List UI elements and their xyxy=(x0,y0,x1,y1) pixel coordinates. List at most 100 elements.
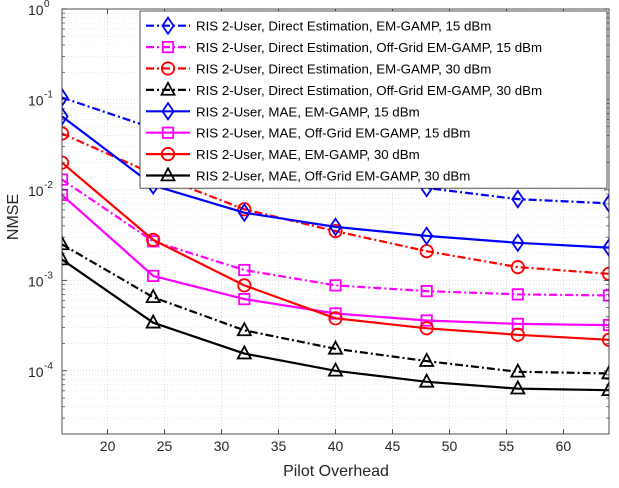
data-point xyxy=(419,321,434,336)
y-tick-label-base: 10 xyxy=(28,273,44,289)
data-point xyxy=(511,288,524,301)
data-point xyxy=(62,235,71,251)
x-tick-label: 25 xyxy=(157,438,173,454)
data-point xyxy=(327,361,344,377)
data-point xyxy=(420,226,434,246)
legend-label: RIS 2-User, Direct Estimation, EM-GAMP, … xyxy=(196,62,491,77)
legend-entry: RIS 2-User, MAE, Off-Grid EM-GAMP, 15 dB… xyxy=(146,126,470,141)
data-point xyxy=(238,293,251,306)
legend-entry: RIS 2-User, MAE, EM-GAMP, 30 dBm xyxy=(146,147,420,162)
data-point xyxy=(237,202,251,223)
y-tick-label-exp: -4 xyxy=(44,361,53,372)
data-point xyxy=(600,381,609,396)
y-tick-label: 10 -1 xyxy=(28,89,53,108)
data-point xyxy=(510,327,525,342)
data-point xyxy=(509,362,526,378)
y-tick-label-base: 10 xyxy=(28,2,44,18)
data-point xyxy=(600,364,609,380)
series-line xyxy=(62,161,609,341)
data-point xyxy=(601,332,609,347)
data-point xyxy=(328,224,343,239)
legend: RIS 2-User, Direct Estimation, EM-GAMP, … xyxy=(139,10,608,189)
x-tick-label: 35 xyxy=(271,438,287,454)
y-tick-label: 10 -2 xyxy=(28,180,53,199)
data-point xyxy=(329,279,342,292)
series-line xyxy=(62,178,609,297)
data-point xyxy=(602,193,609,214)
y-tick-label-base: 10 xyxy=(28,364,44,380)
y-tick-label: 10 -3 xyxy=(28,270,53,289)
legend-entry: RIS 2-User, MAE, EM-GAMP, 15 dBm xyxy=(146,101,420,122)
data-point xyxy=(420,285,433,298)
data-point xyxy=(510,260,525,275)
series-line xyxy=(62,243,609,375)
data-point xyxy=(511,189,525,209)
legend-entry: RIS 2-User, Direct Estimation, EM-GAMP, … xyxy=(146,61,491,77)
legend-marker xyxy=(160,147,176,162)
data-point xyxy=(602,237,609,258)
legend-label: RIS 2-User, MAE, EM-GAMP, 15 dBm xyxy=(196,104,420,119)
data-point xyxy=(328,217,343,237)
series-line xyxy=(62,258,609,392)
series-6 xyxy=(62,155,609,347)
series-line xyxy=(62,194,609,327)
legend-marker xyxy=(159,166,177,182)
legend-entry: RIS 2-User, Direct Estimation, EM-GAMP, … xyxy=(146,15,491,36)
legend-label: RIS 2-User, MAE, Off-Grid EM-GAMP, 30 dB… xyxy=(196,169,470,184)
y-axis-label: NMSE xyxy=(5,194,22,240)
y-tick-label-base: 10 xyxy=(28,183,44,199)
x-tick-label: 55 xyxy=(499,438,515,454)
data-point xyxy=(238,263,251,277)
data-point xyxy=(420,314,433,327)
data-point xyxy=(236,344,253,360)
data-point xyxy=(236,321,253,337)
data-point xyxy=(62,106,69,127)
series-3 xyxy=(62,235,609,380)
series-5 xyxy=(62,188,609,332)
data-point xyxy=(601,266,609,281)
legend-label: RIS 2-User, MAE, Off-Grid EM-GAMP, 15 dB… xyxy=(196,126,470,141)
legend-marker xyxy=(161,15,175,36)
legend-marker xyxy=(161,41,175,54)
data-point xyxy=(62,87,69,108)
y-tick-label-base: 10 xyxy=(28,92,44,108)
data-point xyxy=(418,352,435,367)
data-point xyxy=(146,232,161,247)
data-point xyxy=(327,339,344,355)
x-tick-label: 30 xyxy=(214,438,230,454)
data-point xyxy=(145,288,162,304)
y-tick-label: 10 0 xyxy=(28,0,50,18)
data-point xyxy=(62,188,69,202)
x-tick-label: 20 xyxy=(100,438,116,454)
legend-marker xyxy=(161,126,175,139)
y-tick-label-exp: -3 xyxy=(44,270,53,281)
x-tick-label: 50 xyxy=(442,438,458,454)
legend-label: RIS 2-User, Direct Estimation, Off-Grid … xyxy=(196,83,542,98)
x-axis-label: Pilot Overhead xyxy=(283,463,389,480)
data-point xyxy=(62,250,71,266)
data-point xyxy=(147,269,160,282)
data-point xyxy=(62,173,69,186)
legend-label: RIS 2-User, MAE, EM-GAMP, 30 dBm xyxy=(196,147,420,162)
series-7 xyxy=(62,250,609,396)
data-point xyxy=(509,379,526,395)
legend-marker xyxy=(161,101,175,122)
data-point xyxy=(237,278,252,293)
x-tick-label: 60 xyxy=(556,438,572,454)
data-point xyxy=(418,372,435,388)
data-point xyxy=(511,233,525,253)
legend-label: RIS 2-User, Direct Estimation, EM-GAMP, … xyxy=(196,19,491,34)
x-tick-label: 45 xyxy=(385,438,401,454)
legend-entry: RIS 2-User, Direct Estimation, Off-Grid … xyxy=(146,40,542,55)
legend-entry: RIS 2-User, Direct Estimation, Off-Grid … xyxy=(146,80,542,98)
legend-marker xyxy=(159,80,177,96)
legend-marker xyxy=(160,61,176,76)
y-tick-label-exp: -2 xyxy=(44,180,53,191)
legend-entry: RIS 2-User, MAE, Off-Grid EM-GAMP, 30 dB… xyxy=(146,166,470,184)
data-point xyxy=(328,311,343,326)
y-tick-label-exp: -1 xyxy=(44,89,53,100)
y-tick-label: 10 -4 xyxy=(28,361,53,380)
